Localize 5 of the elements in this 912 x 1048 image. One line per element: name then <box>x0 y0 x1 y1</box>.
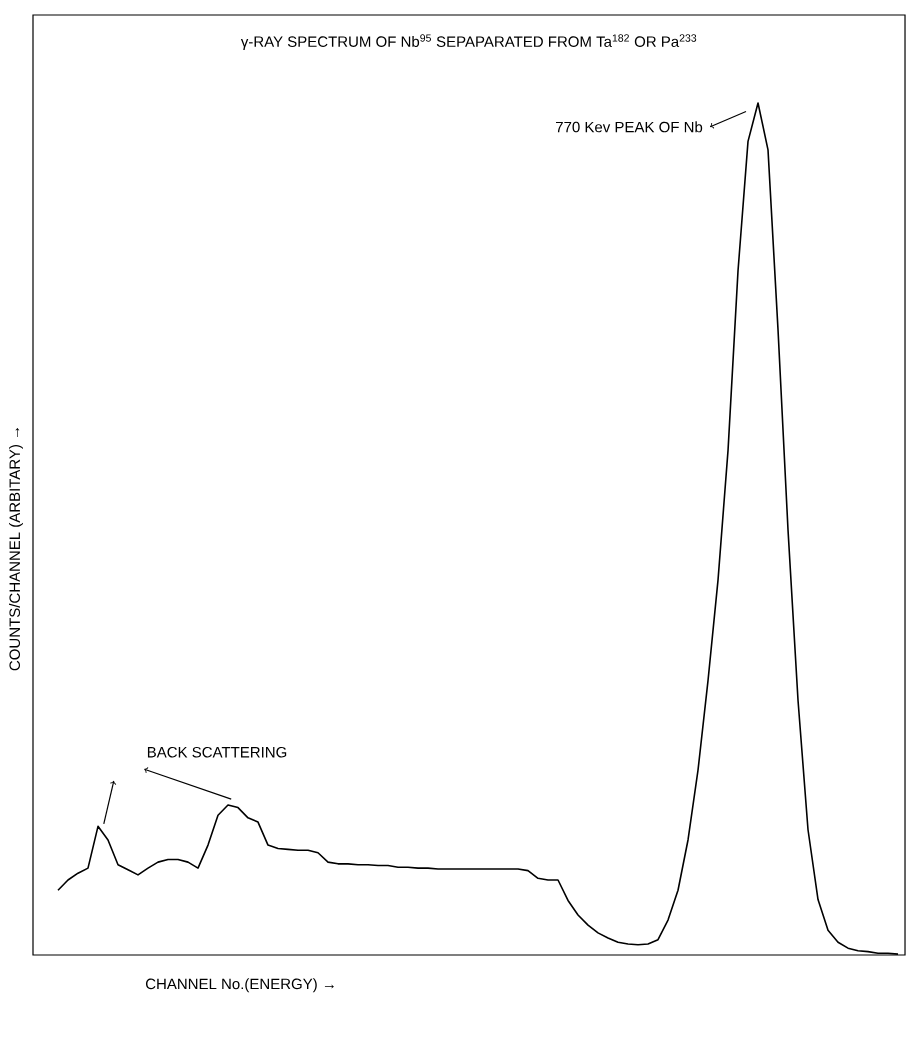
annotation: BACK SCATTERING <box>147 746 287 758</box>
x-axis-title: CHANNEL No.(ENERGY) → <box>145 978 334 993</box>
chart-title: γ-RAY SPECTRUM OF Nb$^{95}$ SEPAPARATED FROM Ta$^{182}$ OR Pa$^{233}$ <box>240 34 697 50</box>
y-axis-title: COUNTS/CHANNEL (ARBITARY) → <box>9 428 23 671</box>
annotation: 770 Kev PEAK OF Nb <box>556 121 703 133</box>
